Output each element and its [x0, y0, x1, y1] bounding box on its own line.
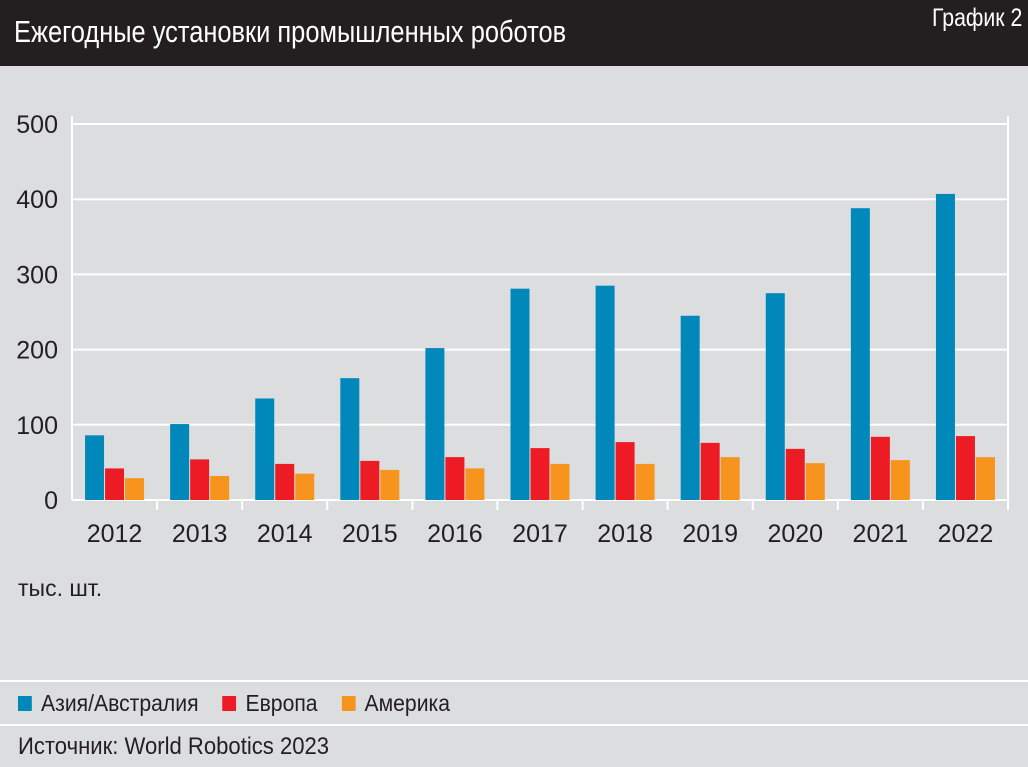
bar-2013-2 — [210, 475, 230, 500]
bar-2012-2 — [125, 478, 145, 500]
bar-2021-2 — [890, 460, 910, 500]
bar-2020-2 — [805, 463, 825, 500]
legend-item-europe: Европа — [222, 690, 318, 717]
bar-2020-1 — [785, 448, 805, 500]
x-tick-label: 2017 — [512, 520, 568, 548]
bar-2013-1 — [190, 459, 210, 500]
x-tick-label: 2020 — [767, 520, 823, 548]
legend-label: Европа — [245, 690, 318, 716]
bar-2014-0 — [255, 398, 275, 500]
y-tick-label: 300 — [16, 261, 58, 289]
legend-label: Америка — [364, 690, 451, 716]
x-tick-label: 2022 — [938, 520, 994, 548]
y-tick-label: 500 — [16, 111, 58, 139]
bar-2019-2 — [720, 457, 740, 500]
bar-2019-0 — [680, 315, 700, 500]
bar-2021-0 — [850, 208, 870, 500]
bar-2014-2 — [295, 473, 315, 500]
bar-2012-1 — [105, 468, 125, 500]
bar-2019-1 — [700, 442, 720, 500]
divider — [0, 724, 1028, 726]
x-tick-label: 2021 — [853, 520, 909, 548]
bar-2020-0 — [765, 293, 785, 500]
bar-2022-0 — [935, 193, 955, 500]
x-tick-label: 2015 — [342, 520, 398, 548]
y-tick-label: 400 — [16, 186, 58, 214]
legend-item-america: Америка — [341, 690, 450, 717]
bar-2022-2 — [975, 457, 995, 500]
legend: Азия/Австралия Европа Америка — [18, 690, 450, 717]
y-tick-label: 200 — [16, 337, 58, 365]
x-tick-label: 2012 — [87, 520, 143, 548]
x-tick-label: 2014 — [257, 520, 313, 548]
bar-2013-0 — [170, 424, 190, 500]
x-tick-label: 2018 — [597, 520, 653, 548]
bar-2015-0 — [340, 378, 360, 500]
legend-swatch — [341, 696, 356, 711]
legend-swatch — [222, 696, 237, 711]
unit-label: тыс. шт. — [18, 575, 103, 601]
bar-2018-2 — [635, 463, 655, 500]
y-tick-label: 0 — [44, 487, 58, 515]
y-tick-label: 100 — [16, 412, 58, 440]
divider — [0, 680, 1028, 682]
legend-label: Азия/Австралия — [41, 690, 199, 716]
bar-2014-1 — [275, 463, 295, 500]
bar-2022-1 — [955, 436, 975, 500]
bar-2021-1 — [870, 436, 890, 500]
bar-chart: 0 100 200 300 400 500 2012 2013 2014 2015 2016 2017… — [16, 111, 1009, 548]
bar-2015-1 — [360, 460, 380, 500]
bar-2017-0 — [510, 288, 530, 500]
bar-2018-1 — [615, 442, 635, 500]
chart-number: График 2 — [931, 4, 1022, 32]
bar-2017-1 — [530, 448, 550, 500]
bar-2016-2 — [465, 468, 485, 500]
chart-title: Ежегодные установки промышленных роботов — [14, 14, 567, 49]
bar-2012-0 — [85, 435, 105, 500]
title-bar: Ежегодные установки промышленных роботов… — [0, 0, 1028, 66]
bar-2017-2 — [550, 463, 570, 500]
bar-2016-0 — [425, 348, 445, 500]
bar-2018-0 — [595, 285, 615, 500]
x-tick-label: 2013 — [172, 520, 228, 548]
x-tick-label: 2016 — [427, 520, 483, 548]
legend-swatch — [18, 696, 32, 711]
source-note: Источник: World Robotics 2023 — [18, 733, 330, 760]
x-tick-label: 2019 — [682, 520, 738, 548]
legend-item-asia: Азия/Австралия — [18, 690, 199, 717]
bar-2015-2 — [380, 469, 400, 500]
bar-2016-1 — [445, 457, 465, 500]
